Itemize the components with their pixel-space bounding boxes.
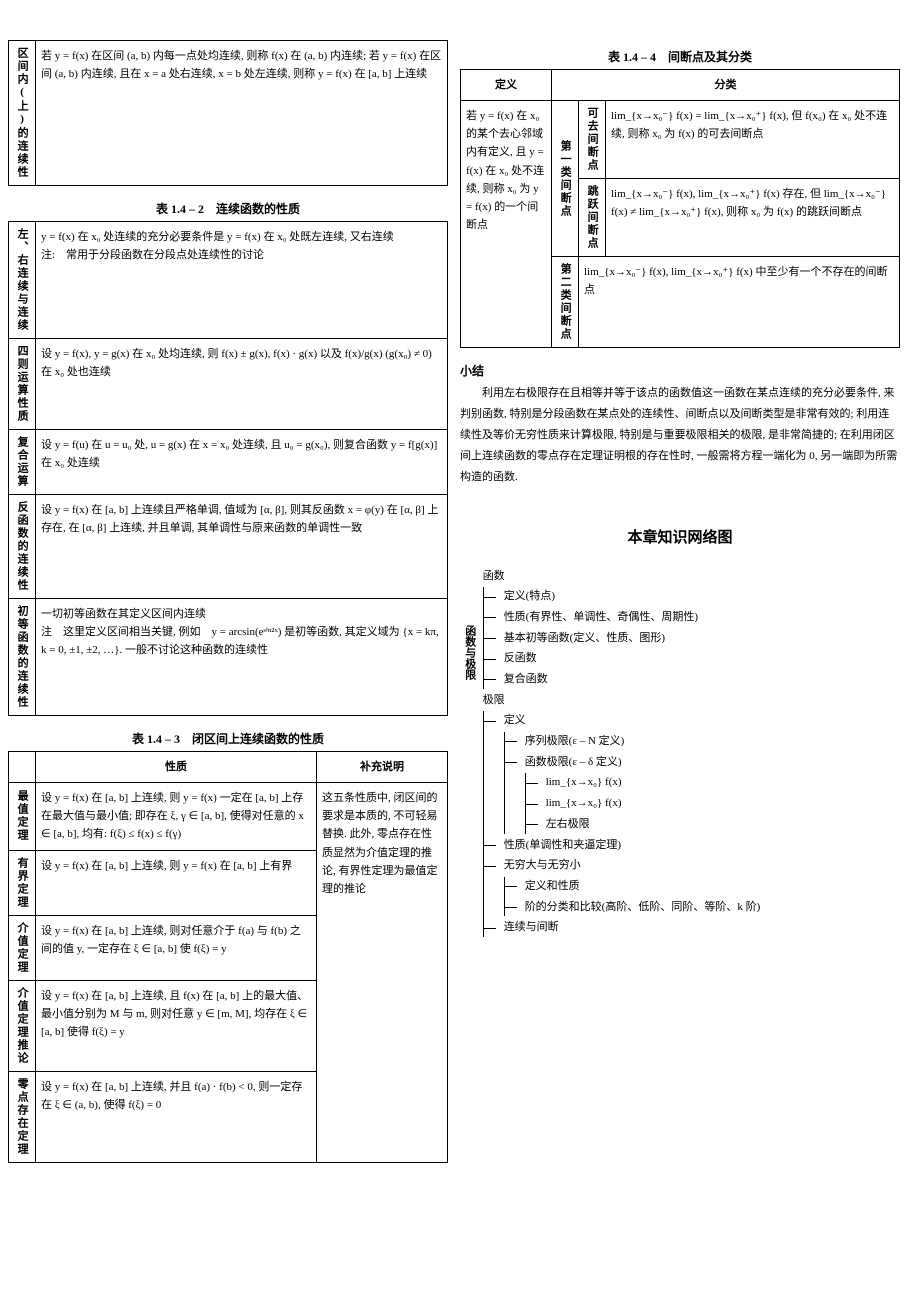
t3-r2-label: 介值定理: [9, 915, 36, 980]
tree-leaf: 阶的分类和比较(高阶、低阶、同阶、等阶、k 阶): [519, 898, 761, 917]
t4-def-body: 若 y = f(x) 在 x₀ 的某个去心邻域内有定义, 且 y = f(x) …: [461, 101, 552, 348]
table-row: 最值定理 设 y = f(x) 在 [a, b] 上连续, 则 y = f(x)…: [9, 783, 448, 850]
t2-r0-body: y = f(x) 在 x₀ 处连续的充分必要条件是 y = f(x) 在 x₀ …: [36, 222, 448, 339]
t2-r4-body: 一切初等函数在其定义区间内连续 注 这里定义区间相当关键, 例如 y = arc…: [36, 599, 448, 716]
tree-node-funclim: 函数极限(ε – δ 定义): [525, 756, 622, 768]
t3-r0-body: 设 y = f(x) 在 [a, b] 上连续, 则 y = f(x) 一定在 …: [36, 783, 317, 850]
tree-leaf: 定义和性质: [519, 877, 761, 896]
t3-r1-body: 设 y = f(x) 在 [a, b] 上连续, 则 y = f(x) 在 [a…: [36, 850, 317, 915]
table-row: 若 y = f(x) 在 x₀ 的某个去心邻域内有定义, 且 y = f(x) …: [461, 101, 900, 179]
table-row: 初等函数的连续性 一切初等函数在其定义区间内连续 注 这里定义区间相当关键, 例…: [9, 599, 448, 716]
t4-h-def: 定义: [461, 70, 552, 101]
t4-cat1a-label: 可去间断点: [579, 101, 606, 179]
t3-h3: 补充说明: [317, 752, 448, 783]
table-1-4-3: 性质 补充说明 最值定理 设 y = f(x) 在 [a, b] 上连续, 则 …: [8, 751, 448, 1163]
t3-h1: [9, 752, 36, 783]
t4-cat2: 第二类间断点: [552, 257, 579, 348]
table-1-4-4: 定义 分类 若 y = f(x) 在 x₀ 的某个去心邻域内有定义, 且 y =…: [460, 69, 900, 348]
table-header-row: 性质 补充说明: [9, 752, 448, 783]
table-row: 复合运算 设 y = f(u) 在 u = u₀ 处, u = g(x) 在 x…: [9, 430, 448, 495]
t3-note: 这五条性质中, 闭区间的要求是本质的, 不可轻易替换. 此外, 零点存在性质显然…: [317, 783, 448, 1162]
t3-r4-body: 设 y = f(x) 在 [a, b] 上连续, 并且 f(a) · f(b) …: [36, 1071, 317, 1162]
table-1-4-1-fragment: 区间内(上)的连续性 若 y = f(x) 在区间 (a, b) 内每一点处均连…: [8, 40, 448, 186]
tree-leaf: 复合函数: [498, 670, 761, 689]
table-row: 反函数的连续性 设 y = f(x) 在 [a, b] 上连续且严格单调, 值域…: [9, 495, 448, 599]
t2-r3-body: 设 y = f(x) 在 [a, b] 上连续且严格单调, 值域为 [α, β]…: [36, 495, 448, 599]
tree-leaf: 连续与间断: [498, 918, 761, 937]
tree-leaf: 性质(单调性和夹逼定理): [498, 836, 761, 855]
t2-r1-body: 设 y = f(x), y = g(x) 在 x₀ 处均连续, 则 f(x) ±…: [36, 339, 448, 430]
t1-body: 若 y = f(x) 在区间 (a, b) 内每一点处均连续, 则称 f(x) …: [36, 41, 448, 186]
table-row: 左、右连续与连续 y = f(x) 在 x₀ 处连续的充分必要条件是 y = f…: [9, 222, 448, 339]
t2-caption: 表 1.4 – 2 连续函数的性质: [8, 200, 448, 217]
t3-r4-label: 零点存在定理: [9, 1071, 36, 1162]
t2-r1-label: 四则运算性质: [9, 339, 36, 430]
summary-title: 小结: [460, 362, 900, 379]
right-column: 表 1.4 – 4 间断点及其分类 定义 分类 若 y = f(x) 在 x₀ …: [460, 40, 900, 1177]
t3-h2: 性质: [36, 752, 317, 783]
table-row: 四则运算性质 设 y = f(x), y = g(x) 在 x₀ 处均连续, 则…: [9, 339, 448, 430]
tree-leaf: 定义(特点): [498, 587, 761, 606]
t4-cat1b-body: lim_{x→x₀⁻} f(x), lim_{x→x₀⁺} f(x) 存在, 但…: [606, 179, 900, 257]
table-1-4-2: 左、右连续与连续 y = f(x) 在 x₀ 处连续的充分必要条件是 y = f…: [8, 221, 448, 716]
network-title: 本章知识网络图: [460, 526, 900, 547]
summary-body: 利用左右极限存在且相等并等于该点的函数值这一函数在某点连续的充分必要条件, 来判…: [460, 383, 900, 487]
t2-r2-label: 复合运算: [9, 430, 36, 495]
tree-leaf: lim_{x→x₀} f(x): [540, 794, 761, 813]
left-column: 区间内(上)的连续性 若 y = f(x) 在区间 (a, b) 内每一点处均连…: [8, 40, 448, 1177]
t3-caption: 表 1.4 – 3 闭区间上连续函数的性质: [8, 730, 448, 747]
tree-node-inf: 无穷大与无穷小: [504, 859, 581, 871]
knowledge-network-tree: 函数与极限 函数 定义(特点) 性质(有界性、单调性、奇偶性、周期性) 基本初等…: [460, 565, 900, 939]
tree-leaf: lim_{x→x₀} f(x): [540, 773, 761, 792]
t2-r2-body: 设 y = f(u) 在 u = u₀ 处, u = g(x) 在 x = x₀…: [36, 430, 448, 495]
tree-root: 函数与极限: [460, 565, 483, 680]
tree-leaf: 性质(有界性、单调性、奇偶性、周期性): [498, 608, 761, 627]
tree-leaf: 基本初等函数(定义、性质、图形): [498, 629, 761, 648]
t2-r3-label: 反函数的连续性: [9, 495, 36, 599]
tree-node-func: 函数: [483, 570, 505, 582]
tree-node-def: 定义: [504, 714, 526, 726]
t4-cat1: 第一类间断点: [552, 101, 579, 257]
t1-row-label: 区间内(上)的连续性: [9, 41, 36, 186]
t4-cat1a-body: lim_{x→x₀⁻} f(x) = lim_{x→x₀⁺} f(x), 但 f…: [606, 101, 900, 179]
t3-r2-body: 设 y = f(x) 在 [a, b] 上连续, 则对任意介于 f(a) 与 f…: [36, 915, 317, 980]
tree-root-label: 函数与极限: [460, 625, 479, 680]
t4-h-class: 分类: [552, 70, 900, 101]
page-root: 区间内(上)的连续性 若 y = f(x) 在区间 (a, b) 内每一点处均连…: [0, 0, 920, 1197]
t3-r0-label: 最值定理: [9, 783, 36, 850]
t3-r3-label: 介值定理推论: [9, 980, 36, 1071]
t4-cat1b-label: 跳跃间断点: [579, 179, 606, 257]
t3-r1-label: 有界定理: [9, 850, 36, 915]
t2-r0-label: 左、右连续与连续: [9, 222, 36, 339]
t4-cat2-body: lim_{x→x₀⁻} f(x), lim_{x→x₀⁺} f(x) 中至少有一…: [579, 257, 900, 348]
t4-caption: 表 1.4 – 4 间断点及其分类: [460, 48, 900, 65]
t3-r3-body: 设 y = f(x) 在 [a, b] 上连续, 且 f(x) 在 [a, b]…: [36, 980, 317, 1071]
t2-r4-label: 初等函数的连续性: [9, 599, 36, 716]
table-header-row: 定义 分类: [461, 70, 900, 101]
tree-leaf: 反函数: [498, 649, 761, 668]
tree-leaf: 左右极限: [540, 815, 761, 834]
tree-node-limit: 极限: [483, 694, 505, 706]
tree-leaf: 序列极限(ε – N 定义): [519, 732, 761, 751]
